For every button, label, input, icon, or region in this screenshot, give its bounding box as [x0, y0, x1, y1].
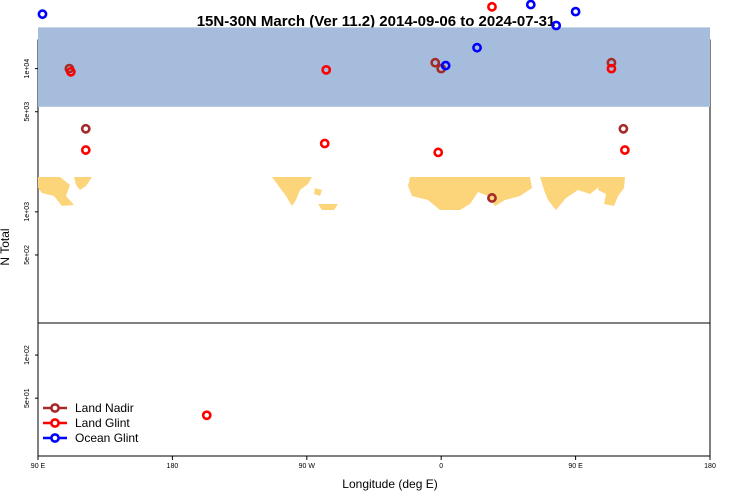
map-land-2 [272, 177, 312, 206]
map-land-4 [318, 204, 338, 210]
land-glint-point-6 [319, 138, 330, 149]
x-tick-label-2: 90 W [299, 463, 316, 470]
x-tick-label-0: 90 E [31, 463, 46, 470]
map-land-6 [540, 177, 600, 210]
map-ocean [38, 27, 710, 107]
map-land-0 [38, 177, 74, 206]
ocean-glint-point-22 [570, 6, 581, 17]
land-glint-point-7 [321, 64, 332, 75]
legend-label-ocean-glint: Ocean Glint [75, 431, 139, 445]
map-land-1 [74, 177, 92, 190]
land-glint-point-1 [65, 66, 76, 77]
x-tick-label-3: 0 [439, 463, 443, 470]
y-tick-label-1: 1e+02 [24, 345, 31, 365]
data-points [37, 0, 630, 421]
land-glint-point-16 [606, 63, 617, 74]
x-tick-label-5: 180 [704, 463, 716, 470]
y-tick-label-0: 5e+01 [24, 388, 31, 408]
land-nadir-point-5 [430, 57, 441, 68]
legend-marker-land-glint [50, 418, 60, 428]
ocean-glint-point-21 [551, 20, 562, 31]
y-tick-label-2: 5e+02 [24, 245, 31, 265]
land-glint-point-2 [80, 145, 91, 155]
x-axis: 90 E 180 90 W 0 90 E 180 [31, 456, 716, 470]
land-glint-point-8 [433, 147, 444, 158]
map-land-5 [408, 177, 532, 210]
ocean-glint-point-18 [472, 42, 482, 53]
legend-marker-ocean-glint [50, 433, 60, 443]
land-glint-point-11 [487, 1, 497, 12]
map-land-7 [598, 177, 625, 206]
y-tick-label-3: 1e+03 [24, 202, 31, 222]
y-axis: 5e+011e+025e+021e+035e+031e+045e+041e+05… [24, 59, 38, 408]
x-axis-label: Longitude (deg E) [342, 477, 437, 491]
land-glint-point-3 [201, 410, 212, 421]
legend-label-land-glint: Land Glint [75, 416, 130, 430]
world-map-inset [38, 27, 710, 210]
y-tick-label-5: 1e+04 [24, 59, 31, 79]
legend-marker-land-nadir [50, 403, 60, 413]
ocean-glint-point-0 [37, 9, 48, 20]
y-tick-label-4: 5e+03 [24, 102, 31, 122]
legend-label-land-nadir: Land Nadir [75, 401, 134, 415]
ocean-glint-point-17 [440, 60, 451, 71]
map-land-3 [314, 188, 322, 196]
ocean-glint-point-19 [525, 0, 536, 10]
x-tick-label-1: 180 [167, 463, 179, 470]
land-nadir-point-12 [618, 123, 629, 134]
y-axis-label: N Total [0, 228, 12, 265]
land-nadir-point-2 [80, 123, 91, 134]
x-tick-label-4: 90 E [568, 463, 583, 470]
land-nadir-point-7 [487, 193, 497, 203]
land-glint-point-17 [619, 145, 630, 155]
chart-title: 15N-30N March (Ver 11.2) 2014-09-06 to 2… [197, 13, 556, 30]
